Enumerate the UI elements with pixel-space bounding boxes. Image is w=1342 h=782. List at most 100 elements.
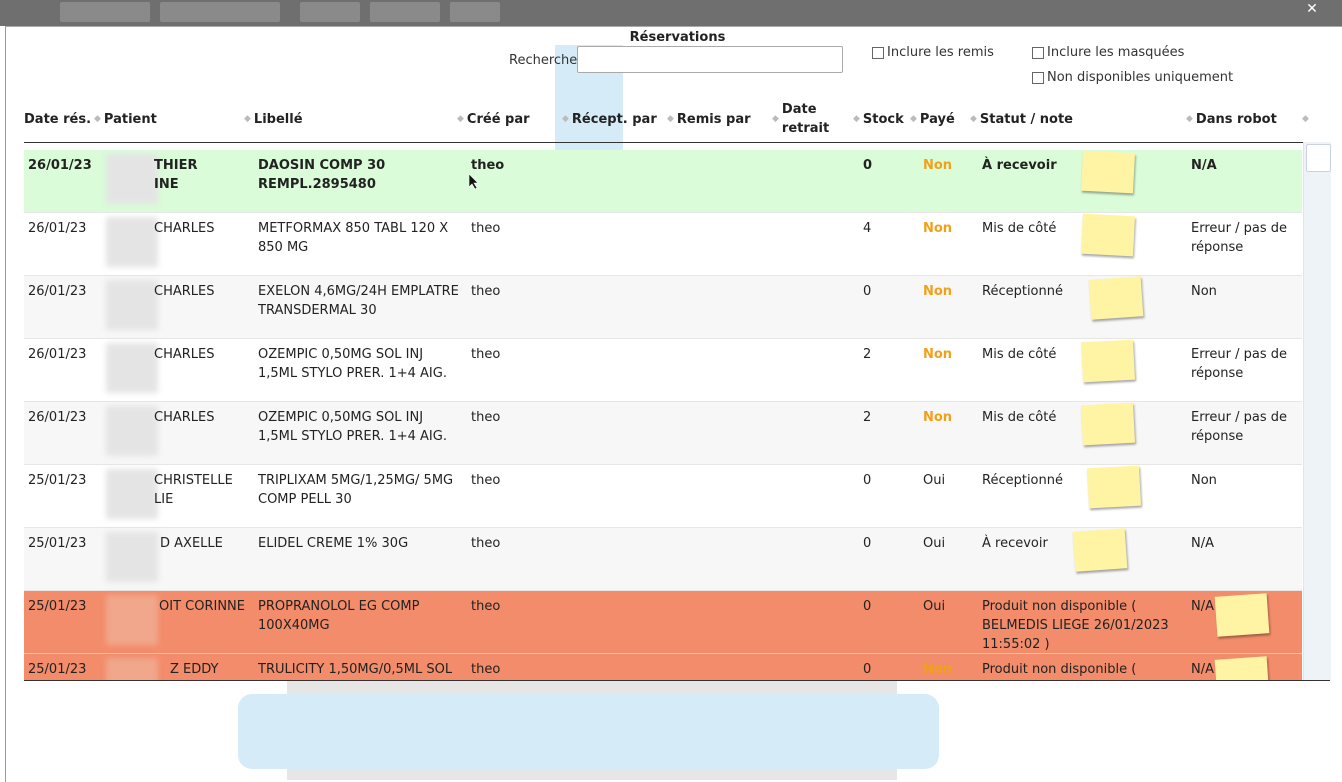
cell-robot: Erreur / pas de xyxy=(1191,347,1287,362)
background-toolbar-block xyxy=(300,2,360,22)
column-statut[interactable]: ◆ Statut / note xyxy=(970,96,1170,142)
column-patient[interactable]: ◆ Patient xyxy=(94,96,244,142)
sticky-note-icon[interactable] xyxy=(1086,465,1142,509)
column-label: Stock xyxy=(862,111,904,127)
cell-patient: CHARLES xyxy=(154,284,215,299)
mouse-cursor-icon xyxy=(469,174,479,190)
cell-cree-par: theo xyxy=(471,347,501,362)
table-row[interactable]: 25/01/23 D AXELLE ELIDEL CREME 1% 30G theo 0… xyxy=(24,528,1302,591)
sort-icon: ◆ xyxy=(1186,113,1193,124)
cell-cree-par: theo xyxy=(471,662,501,677)
redacted-patient-name xyxy=(106,343,158,393)
column-robot[interactable]: ◆ Dans robot xyxy=(1186,96,1306,142)
close-icon[interactable]: ✕ xyxy=(1306,1,1318,17)
cell-libelle: TRIPLIXAM 5MG/1,25MG/ 5MG xyxy=(258,473,454,488)
column-label: Libellé xyxy=(253,111,303,127)
cell-stock: 4 xyxy=(863,221,872,236)
cell-stock: 0 xyxy=(863,473,872,488)
cell-date: 26/01/23 xyxy=(28,410,87,425)
column-libelle[interactable]: ◆ Libellé xyxy=(244,96,454,142)
cell-paye: Oui xyxy=(923,536,946,551)
table-row[interactable]: 26/01/23 CHARLES OZEMPIC 0,50MG SOL INJ 1,5… xyxy=(24,402,1302,465)
column-extra[interactable]: ◆ xyxy=(1302,96,1316,142)
column-label: Dans robot xyxy=(1195,111,1277,127)
cell-libelle: PROPRANOLOL EG COMP xyxy=(258,599,420,614)
cell-stock: 0 xyxy=(863,158,873,173)
cell-cree-par: theo xyxy=(471,221,501,236)
cell-robot: N/A xyxy=(1191,662,1214,677)
cell-date: 26/01/23 xyxy=(28,221,87,236)
cell-cree-par: theo xyxy=(471,284,501,299)
column-label-line: Date xyxy=(781,102,817,117)
column-recept-par[interactable]: ◆ Récept. par xyxy=(562,96,662,142)
search-input[interactable] xyxy=(577,46,843,73)
cell-paye: Non xyxy=(923,284,953,299)
column-stock[interactable]: ◆ Stock xyxy=(853,96,913,142)
background-toolbar-block xyxy=(450,2,500,22)
cell-libelle: TRULICITY 1,50MG/0,5ML SOL xyxy=(258,662,453,677)
cell-patient: CHARLES xyxy=(154,221,215,236)
redacted-patient-name xyxy=(106,154,158,204)
cell-libelle-line2: 1,5ML STYLO PRER. 1+4 AIG. xyxy=(258,429,447,444)
cell-patient: D AXELLE xyxy=(160,536,223,551)
sticky-note-icon[interactable] xyxy=(1088,276,1144,320)
table-row[interactable]: 26/01/23 CHARLES METFORMAX 850 TABL 120 X 8… xyxy=(24,213,1302,276)
background-window-strip: ✕ xyxy=(0,0,1342,26)
sort-icon: ◆ xyxy=(772,113,779,124)
cell-robot: Non xyxy=(1191,284,1217,299)
scrollbar-thumb[interactable] xyxy=(1306,144,1331,172)
sort-icon: ◆ xyxy=(562,113,569,124)
column-label: Récept. par xyxy=(571,111,657,127)
sticky-note-icon[interactable] xyxy=(1072,528,1128,572)
include-masquees-checkbox[interactable]: Inclure les masquées xyxy=(1032,45,1184,60)
cell-statut: À recevoir xyxy=(982,158,1057,173)
table-row[interactable]: 26/01/23 CHARLES OZEMPIC 0,50MG SOL INJ 1,5… xyxy=(24,339,1302,402)
cell-stock: 2 xyxy=(863,347,872,362)
redacted-patient-name xyxy=(106,595,158,645)
cell-statut: Produit non disponible ( xyxy=(982,662,1137,677)
sticky-note-icon[interactable] xyxy=(1214,656,1270,681)
checkbox-icon[interactable] xyxy=(1032,46,1044,59)
cell-statut: Mis de côté xyxy=(982,410,1057,425)
table-bottom-border xyxy=(24,680,1330,681)
table-row[interactable]: 26/01/23 THIER INE DAOSIN COMP 30 REMPL.2895… xyxy=(24,150,1302,213)
non-disponibles-checkbox[interactable]: Non disponibles uniquement xyxy=(1032,70,1233,85)
sticky-note-icon[interactable] xyxy=(1214,593,1270,637)
cell-robot: N/A xyxy=(1191,158,1217,173)
checkbox-icon[interactable] xyxy=(872,46,884,59)
sticky-note-icon[interactable] xyxy=(1080,402,1136,446)
table-row[interactable]: 26/01/23 CHARLES EXELON 4,6MG/24H EMPLATRE… xyxy=(24,276,1302,339)
redacted-patient-name xyxy=(106,217,158,267)
include-remis-checkbox[interactable]: Inclure les remis xyxy=(872,45,994,60)
table-row[interactable]: 25/01/23 OIT CORINNE PROPRANOLOL EG COMP 10… xyxy=(24,591,1302,654)
column-remis-par[interactable]: ◆ Remis par xyxy=(667,96,767,142)
column-date-retrait[interactable]: ◆ Date retrait xyxy=(772,96,852,142)
checkbox-icon[interactable] xyxy=(1032,71,1044,84)
cell-paye: Non xyxy=(923,662,953,677)
column-date-res[interactable]: Date rés. xyxy=(24,96,104,142)
table-row[interactable]: 25/01/23 CHRISTELLE LIE TRIPLIXAM 5MG/1,25M… xyxy=(24,465,1302,528)
column-cree-par[interactable]: ◆ Créé par xyxy=(457,96,557,142)
sticky-note-icon[interactable] xyxy=(1080,339,1136,383)
background-toolbar-block xyxy=(370,2,440,22)
cell-stock: 0 xyxy=(863,662,872,677)
column-paye[interactable]: ◆ Payé xyxy=(910,96,965,142)
cell-libelle: DAOSIN COMP 30 xyxy=(258,158,386,173)
cell-libelle-line2: REMPL.2895480 xyxy=(258,177,376,192)
sort-icon: ◆ xyxy=(94,113,101,124)
background-toolbar-block xyxy=(60,2,150,22)
cell-robot-line2: réponse xyxy=(1191,429,1244,444)
cell-libelle: METFORMAX 850 TABL 120 X xyxy=(258,221,449,236)
vertical-scrollbar[interactable] xyxy=(1303,142,1331,680)
sticky-note-icon[interactable] xyxy=(1080,150,1136,194)
cell-libelle-line2: TRANSDERMAL 30 xyxy=(258,303,377,318)
table-row[interactable]: 25/01/23 Z EDDY TRULICITY 1,50MG/0,5ML SOL… xyxy=(24,654,1302,681)
search-label: Recherche xyxy=(509,53,578,68)
cell-robot-line2: réponse xyxy=(1191,240,1244,255)
cell-paye: Non xyxy=(923,158,953,173)
cell-patient-line2: INE xyxy=(154,177,179,192)
sticky-note-icon[interactable] xyxy=(1080,213,1136,257)
sort-icon: ◆ xyxy=(1302,113,1309,124)
cell-statut-line2: BELMEDIS LIEGE 26/01/2023 xyxy=(982,618,1169,633)
cell-cree-par: theo xyxy=(471,536,501,551)
